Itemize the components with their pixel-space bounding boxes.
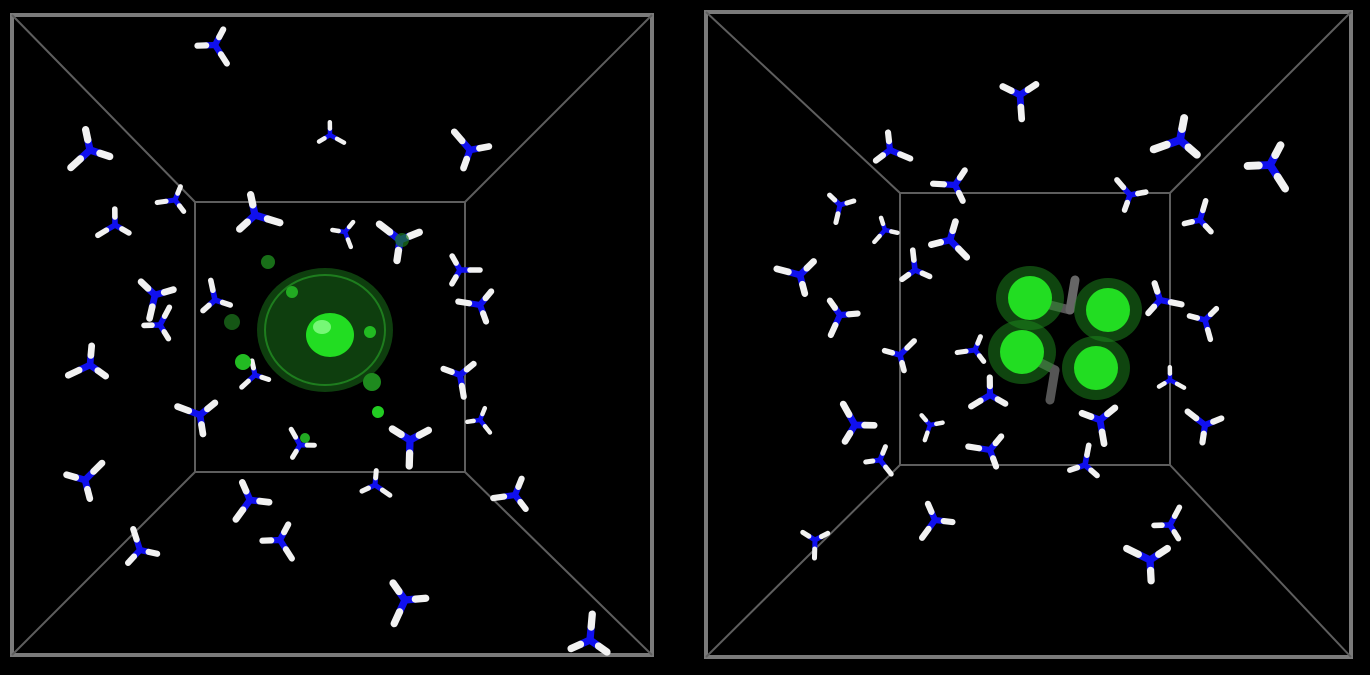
ammonia-molecule xyxy=(929,167,968,204)
ammonia-molecule xyxy=(872,129,914,164)
ammonia-molecule xyxy=(1156,364,1187,390)
ammonia-molecule xyxy=(1114,177,1149,213)
ammonia-molecule xyxy=(872,215,900,245)
ammonia-molecule xyxy=(1067,442,1100,479)
ammonia-molecule xyxy=(1078,404,1119,448)
ammonia-molecule xyxy=(839,400,878,445)
ammonia-molecule xyxy=(63,459,106,502)
ammonia-molecule xyxy=(154,184,187,214)
ammonia-molecules xyxy=(773,81,1290,585)
ammonia-molecule xyxy=(965,433,1005,470)
ammonia-molecule xyxy=(67,126,114,172)
right-simulation-panel xyxy=(690,0,1370,675)
ammonia-molecule xyxy=(330,219,356,250)
ammonia-molecule xyxy=(1186,305,1220,343)
ammonia-molecule xyxy=(236,191,284,233)
ammonia-molecule xyxy=(1243,141,1290,193)
ammonia-molecule xyxy=(450,128,493,172)
ammonia-molecule xyxy=(1145,280,1185,317)
ammonia-molecule xyxy=(141,304,173,342)
ammonia-molecule xyxy=(919,413,945,443)
left-simulation-render xyxy=(10,13,654,657)
ammonia-molecule xyxy=(954,334,987,364)
simulation-box-frame xyxy=(10,13,654,657)
ammonia-molecule xyxy=(440,360,477,400)
ammonia-molecule xyxy=(232,479,273,523)
ammonia-molecule xyxy=(1181,198,1214,235)
ammonia-molecule xyxy=(359,468,393,498)
ammonia-molecule xyxy=(899,247,933,283)
ammonia-molecule xyxy=(64,342,110,380)
ammonia-molecule xyxy=(800,529,831,561)
ammonia-molecule xyxy=(826,297,861,339)
electron-density-isosurface xyxy=(988,266,1142,400)
ammonia-molecule xyxy=(968,374,1009,410)
ammonia-molecule xyxy=(1149,114,1201,159)
ammonia-molecule xyxy=(455,288,495,325)
ammonia-molecule xyxy=(881,338,917,374)
ammonia-molecule xyxy=(388,425,433,470)
ammonia-molecule xyxy=(999,81,1040,123)
left-simulation-panel xyxy=(0,0,670,675)
ammonia-molecule xyxy=(490,475,529,513)
ammonia-molecule xyxy=(449,253,483,287)
ammonia-molecule xyxy=(288,426,317,460)
ammonia-molecule xyxy=(137,278,177,322)
ammonia-molecule xyxy=(773,258,817,297)
ammonia-molecule xyxy=(918,500,956,541)
ammonia-molecule xyxy=(567,610,611,656)
ammonia-molecule xyxy=(389,579,430,628)
ammonia-molecule xyxy=(316,119,347,145)
ammonia-molecule xyxy=(174,399,219,438)
ammonia-molecule xyxy=(465,405,493,435)
ammonia-molecule xyxy=(1123,544,1172,585)
ammonia-molecule xyxy=(200,277,234,314)
ammonia-molecule xyxy=(124,525,161,567)
ammonia-molecule xyxy=(95,206,132,239)
ammonia-molecule xyxy=(259,521,295,562)
ammonia-molecule xyxy=(863,444,894,477)
ammonia-molecule xyxy=(375,220,423,265)
simulation-box-frame xyxy=(704,10,1353,659)
ammonia-molecules xyxy=(63,26,611,656)
ammonia-molecule xyxy=(1184,408,1225,446)
electron-density-isosurface xyxy=(224,233,409,443)
ammonia-molecule xyxy=(827,192,857,226)
ammonia-molecule xyxy=(1151,504,1183,542)
ammonia-molecule xyxy=(239,358,272,390)
ammonia-molecule xyxy=(927,218,971,261)
right-simulation-render xyxy=(704,10,1353,659)
ammonia-molecule xyxy=(194,26,230,67)
